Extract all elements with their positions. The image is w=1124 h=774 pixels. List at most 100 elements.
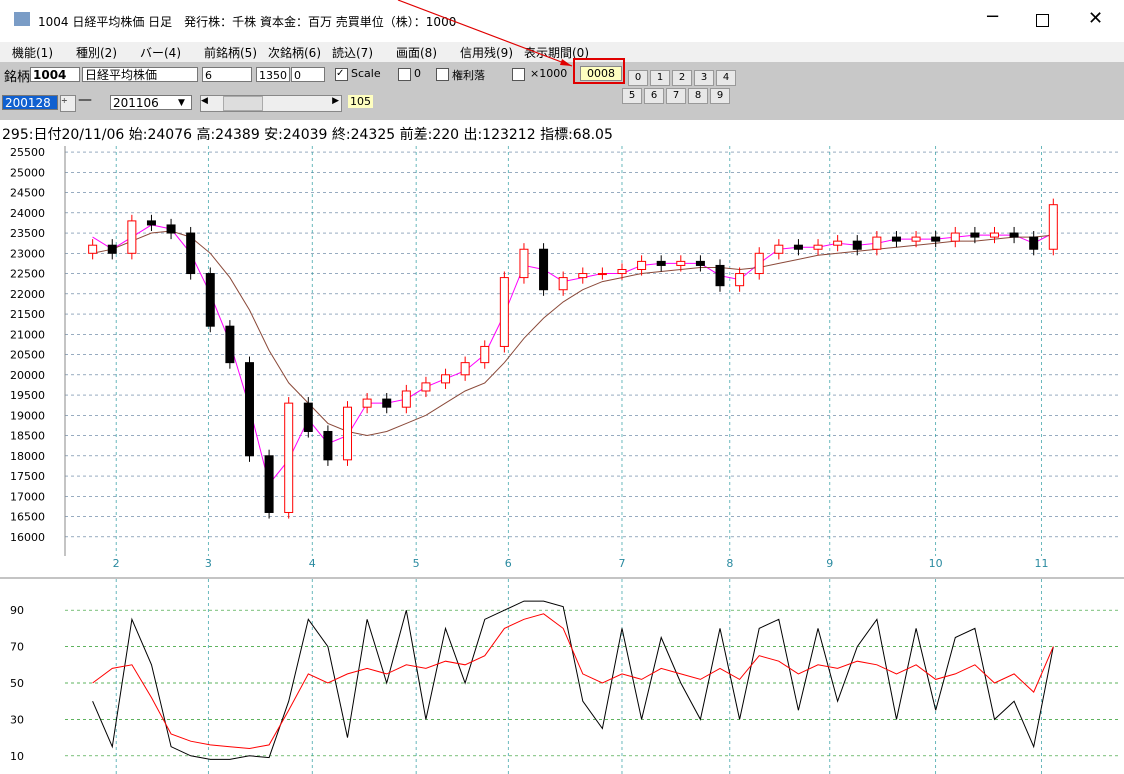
candle-body — [284, 402, 294, 513]
rights-checkbox[interactable] — [436, 68, 449, 81]
number-button[interactable]: 9 — [710, 88, 730, 104]
number-button[interactable]: 5 — [622, 88, 642, 104]
candle-body — [303, 402, 313, 432]
candle-body — [754, 252, 764, 275]
dropdown[interactable]: ▼ — [178, 98, 185, 108]
candle-body — [343, 406, 353, 461]
candle-body — [735, 273, 745, 287]
candle-body — [578, 273, 588, 279]
menu-item[interactable]: バー(4) — [140, 46, 181, 60]
dash: — — [78, 92, 92, 108]
close[interactable]: ✕ — [1088, 8, 1104, 29]
y-tick-label: 23500 — [10, 227, 45, 240]
x-tick-label: 8 — [726, 557, 733, 570]
scale-label: Scale — [351, 67, 381, 80]
candle-body — [205, 273, 215, 327]
menu-item[interactable]: 画面(8) — [396, 46, 437, 60]
menu-item[interactable]: 信用残(9) — [460, 46, 513, 60]
candle-body — [931, 236, 941, 242]
candle-body — [852, 240, 862, 250]
x1000-label: ×1000 — [530, 67, 568, 80]
candle-body — [1009, 232, 1019, 238]
candle-body — [441, 374, 451, 384]
title-bar: 1004 日経平均株価 日足 発行株：千株 資本金：百万 売買単位（株）：100… — [0, 0, 1124, 40]
candle-body — [480, 345, 490, 364]
scale-checkbox[interactable]: ✓ — [335, 68, 348, 81]
candle-body — [1048, 204, 1058, 250]
field1[interactable]: 6 — [202, 67, 252, 82]
app-icon — [14, 12, 30, 26]
symbol-name[interactable]: 日経平均株価 — [82, 67, 198, 82]
spin[interactable]: ÷ — [60, 95, 76, 112]
menu-item[interactable]: 読込(7) — [332, 46, 373, 60]
y-tick-label: 30 — [10, 713, 24, 726]
number-button[interactable]: 8 — [688, 88, 708, 104]
y-tick-label: 17500 — [10, 470, 45, 483]
candle-body — [460, 362, 470, 376]
count: 105 — [348, 95, 373, 108]
x-tick-label: 9 — [826, 557, 833, 570]
y-tick-label: 25000 — [10, 166, 45, 179]
rights-label: 権利落 — [452, 69, 485, 82]
candle-body — [617, 268, 627, 275]
chart: 16000 16500 17000 17500 18000 18500 19000 19500… — [0, 146, 1124, 774]
number-button[interactable]: 7 — [666, 88, 686, 104]
scrollbar[interactable]: ◀ ▶ — [200, 95, 342, 112]
candle-body — [499, 277, 509, 347]
number-button[interactable]: 6 — [644, 88, 664, 104]
candle-body — [166, 224, 176, 234]
candle-body — [186, 232, 196, 275]
code[interactable]: 1004 — [30, 67, 80, 82]
number-button[interactable]: 3 — [694, 70, 714, 86]
number-button[interactable]: 0 — [628, 70, 648, 86]
candle-body — [558, 277, 568, 291]
menu-item[interactable]: 機能(1) — [12, 46, 53, 60]
candle-body — [88, 244, 98, 254]
candle-body — [774, 244, 784, 254]
candle-body — [146, 220, 156, 226]
minimize[interactable]: − — [985, 6, 1001, 27]
x-tick-label: 10 — [929, 557, 943, 570]
menu-item[interactable]: 次銘柄(6) — [268, 46, 321, 60]
menu-item[interactable]: 種別(2) — [76, 46, 117, 60]
x1000-checkbox[interactable] — [512, 68, 525, 81]
series-line — [92, 600, 1054, 760]
candle-body — [127, 220, 137, 254]
candle-body — [421, 382, 431, 392]
candle-body — [833, 240, 843, 246]
candle-body — [244, 362, 254, 457]
series-line — [92, 230, 1054, 437]
y-tick-label: 19000 — [10, 409, 45, 422]
candle-body — [401, 390, 411, 408]
candle-body — [715, 264, 725, 287]
x-tick-label: 6 — [505, 557, 512, 570]
field3[interactable]: 0 — [291, 67, 325, 82]
maximize[interactable] — [1036, 14, 1049, 27]
x-tick-label: 11 — [1035, 557, 1049, 570]
y-tick-label: 24500 — [10, 187, 45, 200]
y-tick-label: 20000 — [10, 369, 45, 382]
toolbar: 銘柄 1004 日経平均株価 6 1350 0 ✓ Scale 0 権利落 ×1… — [0, 58, 1124, 120]
zero-checkbox[interactable] — [398, 68, 411, 81]
zero-label: 0 — [414, 67, 421, 80]
to-date[interactable]: 201106 — [110, 95, 192, 110]
y-tick-label: 21000 — [10, 328, 45, 341]
candle-body — [1029, 236, 1039, 250]
y-tick-label: 50 — [10, 677, 24, 690]
number-button[interactable]: 2 — [672, 70, 692, 86]
y-tick-label: 20500 — [10, 349, 45, 362]
y-tick-label: 18500 — [10, 430, 45, 443]
info-line: 295:日付20/11/06 始:24076 高:24389 安:24039 終… — [2, 127, 613, 143]
number-button[interactable]: 4 — [716, 70, 736, 86]
candle-body — [519, 248, 529, 279]
candle-body — [813, 244, 823, 250]
number-button[interactable]: 1 — [650, 70, 670, 86]
from-date[interactable]: 200128 — [2, 95, 58, 110]
y-tick-label: 90 — [10, 604, 24, 617]
candle-body — [225, 325, 235, 364]
field2[interactable]: 1350 — [256, 67, 290, 82]
y-tick-label: 16500 — [10, 511, 45, 524]
candle-body — [695, 260, 705, 266]
menu-item[interactable]: 前銘柄(5) — [204, 46, 257, 60]
candle-body — [656, 260, 666, 266]
